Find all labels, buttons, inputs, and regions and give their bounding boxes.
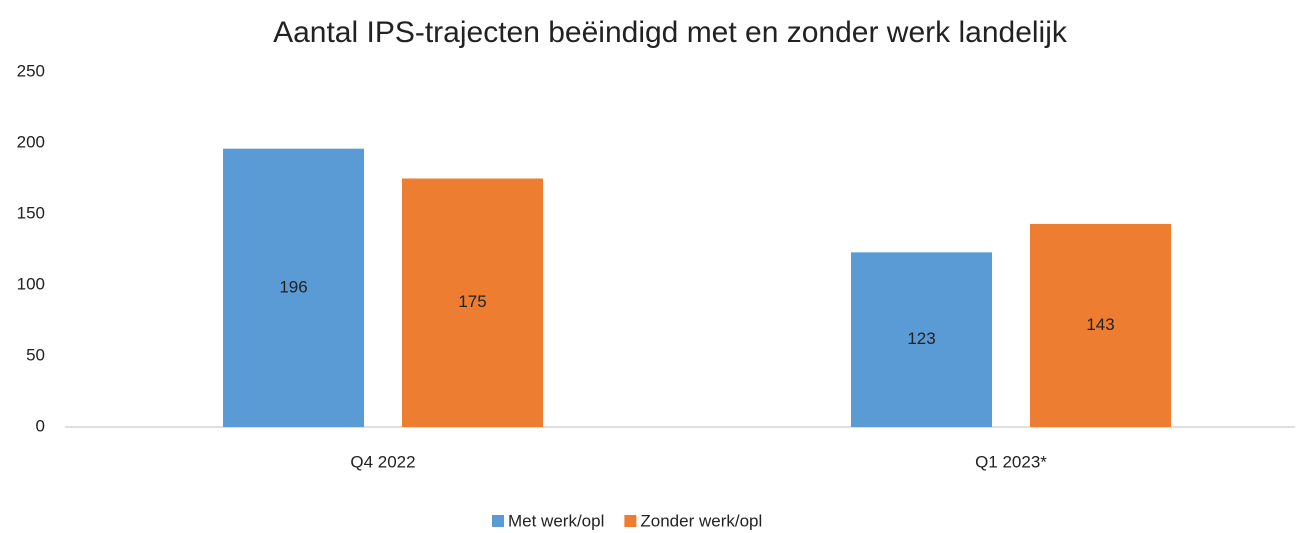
data-label: 143 (1086, 315, 1114, 334)
y-tick-label: 0 (36, 416, 45, 435)
bar (223, 148, 364, 427)
legend-swatch (492, 515, 504, 527)
legend-label: Zonder werk/opl (640, 511, 762, 530)
data-label: 196 (279, 277, 307, 296)
data-label: 175 (458, 292, 486, 311)
x-tick-label: Q1 2023* (975, 452, 1047, 471)
bar (402, 178, 543, 427)
y-tick-label: 100 (17, 274, 45, 293)
data-label: 123 (907, 329, 935, 348)
chart-title: Aantal IPS-trajecten beëindigd met en zo… (273, 16, 1068, 49)
legend-swatch (624, 515, 637, 527)
y-tick-label: 200 (17, 132, 45, 151)
x-tick-label: Q4 2022 (350, 452, 415, 471)
legend-label: Met werk/opl (508, 511, 604, 530)
bar (851, 252, 992, 427)
y-tick-label: 150 (17, 203, 45, 222)
bar (1030, 223, 1171, 427)
y-tick-label: 50 (26, 345, 45, 364)
y-tick-label: 250 (17, 61, 45, 80)
